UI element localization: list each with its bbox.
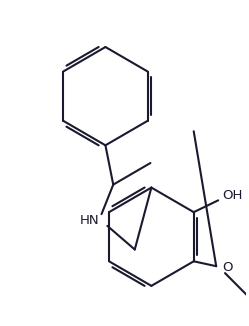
Text: HN: HN xyxy=(80,214,100,227)
Text: O: O xyxy=(223,261,233,274)
Text: OH: OH xyxy=(223,189,243,202)
